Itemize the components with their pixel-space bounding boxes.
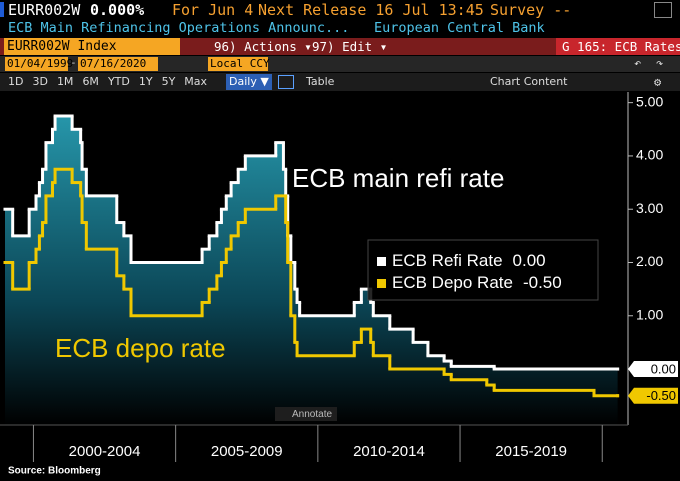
value-box — [628, 387, 678, 404]
range-button[interactable]: 1Y — [138, 75, 153, 88]
page-name: G 165: ECB Rates — [556, 38, 680, 55]
legend-value: -0.50 — [523, 273, 562, 292]
range-button[interactable]: 1D — [8, 75, 24, 88]
legend-name: ECB Refi Rate — [392, 251, 503, 270]
annotation: ECB main refi rate — [292, 163, 504, 193]
range-button[interactable]: 6M — [82, 75, 99, 88]
legend-label: ECB Refi Rate 0.00 — [392, 251, 546, 270]
chart-icon[interactable] — [278, 75, 294, 89]
security[interactable]: EURR002W Index — [4, 38, 180, 55]
header-row: EURR002W 0.000% For Jun 4 Next Release 1… — [0, 0, 680, 19]
settings-icon[interactable]: ⚙ — [654, 75, 662, 89]
separator: - — [70, 56, 77, 69]
range-button[interactable]: 5Y — [161, 75, 176, 88]
legend-box — [367, 239, 599, 301]
undo-icon[interactable]: ↶ — [634, 56, 642, 70]
annotate-button[interactable] — [275, 407, 337, 421]
redo-icon[interactable]: ↷ — [656, 56, 664, 70]
range-buttons: 1D 3D 1M 6M YTD 1Y 5Y Max — [8, 73, 207, 91]
area — [5, 115, 618, 425]
toolbar: EURR002W Index 96) Actions ▾ 97) Edit ▾ … — [0, 38, 680, 55]
x-period-label: 2000-2004 — [69, 443, 141, 460]
table-button[interactable]: Table — [306, 75, 335, 88]
price: 0.000% — [90, 1, 145, 19]
x-period-label: 2015-2019 — [495, 443, 567, 460]
legend-label: ECB Depo Rate -0.50 — [392, 273, 562, 292]
legend-swatch — [377, 279, 386, 288]
value-box-label: -0.50 — [646, 388, 676, 403]
for-date: For Jun 4 — [172, 1, 254, 19]
legend-value: 0.00 — [513, 251, 546, 270]
footer-source: Source: Bloomberg — [8, 466, 101, 477]
value-box-label: 0.00 — [651, 361, 676, 376]
range-button[interactable]: 3D — [32, 75, 48, 88]
frequency[interactable]: Daily ▼ — [226, 74, 272, 90]
range-button[interactable]: 1M — [56, 75, 74, 88]
x-period-label: 2005-2009 — [211, 443, 283, 460]
x-period-label: 2010-2014 — [353, 443, 425, 460]
annotation: ECB depo rate — [55, 333, 226, 363]
range-bar: 1D 3D 1M 6M YTD 1Y 5Y Max Daily ▼ Table Chart C… — [0, 73, 680, 91]
range-button[interactable]: Max — [184, 75, 208, 88]
chart-content-button[interactable]: Chart Content — [490, 75, 568, 88]
y-tick-label: 4.00 — [636, 147, 663, 163]
marker — [0, 2, 4, 17]
source-name: European Central Bank — [374, 20, 545, 36]
annotate-label: Annotate — [292, 409, 332, 420]
description: ECB Main Refinancing Operations Announc.… — [8, 20, 350, 36]
legend-name: ECB Depo Rate — [392, 273, 513, 292]
ticker: EURR002W — [8, 1, 81, 19]
range-button[interactable]: YTD — [107, 75, 130, 88]
survey: Survey -- — [490, 1, 572, 19]
value-box — [628, 361, 678, 378]
description-row: ECB Main Refinancing Operations Announc.… — [0, 19, 680, 37]
date-bar: 01/04/1999 - 07/16/2020 Local CCY ↶ ↷ — [0, 56, 680, 72]
end-date[interactable]: 07/16/2020 — [78, 57, 158, 71]
y-tick-label: 3.00 — [636, 200, 663, 216]
y-tick-label: 2.00 — [636, 253, 663, 269]
start-date[interactable]: 01/04/1999 — [5, 57, 74, 71]
y-tick-label: 5.00 — [636, 93, 663, 109]
edit-menu[interactable]: 97) Edit ▾ — [312, 39, 388, 54]
next-release: Next Release 16 Jul 13:45 — [258, 1, 484, 19]
window-icon[interactable] — [654, 2, 672, 18]
actions-menu[interactable]: 96) Actions ▾ — [214, 39, 312, 54]
currency[interactable]: Local CCY — [208, 57, 270, 71]
y-tick-label: 1.00 — [636, 306, 663, 322]
legend-swatch — [377, 257, 386, 266]
series-line — [3, 167, 620, 398]
